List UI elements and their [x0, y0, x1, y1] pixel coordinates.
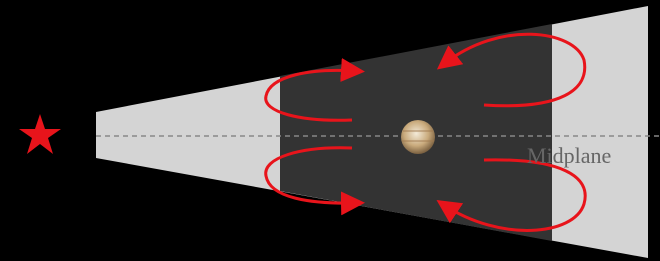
midplane-label: Midplane: [527, 143, 611, 168]
planet: [401, 120, 435, 154]
page: Midplane (() => { const data = JSON.pars…: [0, 0, 660, 261]
diagram: Midplane: [0, 0, 660, 261]
